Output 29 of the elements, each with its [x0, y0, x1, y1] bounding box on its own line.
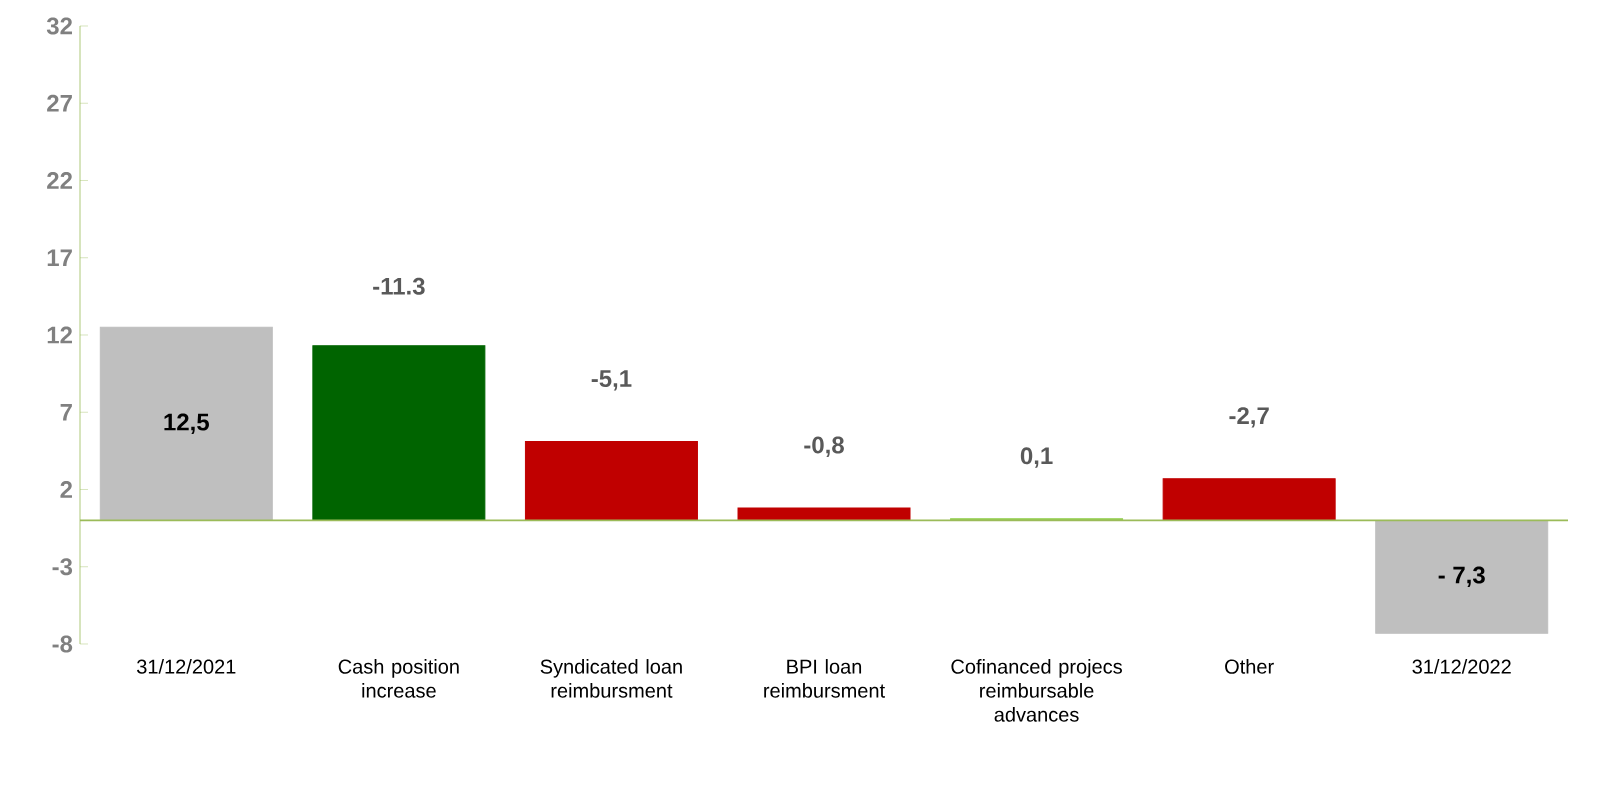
bar [737, 507, 911, 521]
annotation: -0,8 [804, 436, 844, 457]
bar [312, 345, 486, 521]
x-tick-label: Cash position increase [338, 659, 459, 698]
y-tick-label: 17 [47, 249, 72, 266]
x-tick-label: 31/12/2021 [137, 659, 236, 674]
y-tick-label: 22 [47, 172, 72, 189]
x-tick-label: Cofinanced projecs reimbursable advances [951, 659, 1122, 722]
bar [1375, 519, 1549, 634]
annotation: -5,1 [591, 370, 632, 391]
y-tick-label: -3 [52, 558, 73, 576]
y-tick-label: 12 [47, 326, 72, 344]
annotation: 0,1 [1020, 447, 1053, 468]
x-tick-label: 31/12/2022 [1412, 659, 1511, 674]
y-tick-label: 32 [46, 17, 72, 35]
annotation: -2,7 [1229, 407, 1269, 428]
bar [99, 326, 273, 521]
y-tick-label: 2 [60, 481, 72, 498]
annotation: - 7,3 [1438, 566, 1485, 587]
annotation: -11.3 [373, 277, 425, 295]
y-tick-label: 27 [47, 94, 72, 112]
x-tick-label: Syndicated loan reimbursment [540, 659, 682, 698]
y-tick-label: -8 [52, 635, 73, 653]
y-tick-label: 7 [60, 403, 72, 421]
bar [524, 441, 698, 521]
bar [1162, 478, 1336, 521]
annotation: 12,5 [164, 413, 209, 435]
x-tick-label: BPI loan reimbursment [764, 659, 885, 698]
x-tick-label: Other [1225, 659, 1274, 674]
